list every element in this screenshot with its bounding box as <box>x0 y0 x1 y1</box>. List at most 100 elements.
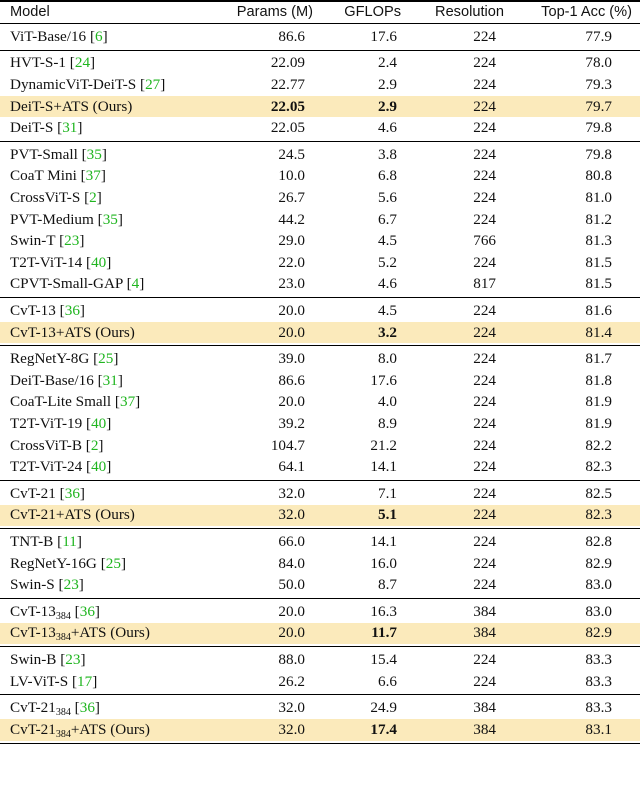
model-name: CoaT-Lite Small <box>10 393 112 411</box>
citation-link: 40 <box>91 414 107 432</box>
resolution-cell: 224 <box>473 506 496 524</box>
results-table: Model Params (M) GFLOPs Resolution Top-1… <box>0 0 640 744</box>
gflops-cell: 5.2 <box>378 253 397 271</box>
top1-cell: 82.3 <box>585 458 612 476</box>
params-cell: 39.2 <box>278 414 305 432</box>
table-row: CvT-21+ATS (Ours) 32.0 5.1 224 82.3 <box>0 504 640 527</box>
gflops-cell: 4.0 <box>378 393 397 411</box>
top1-cell: 82.9 <box>585 624 612 642</box>
resolution-cell: 224 <box>473 458 496 476</box>
table-row: PVT-Small [35] 24.5 3.8 224 79.8 <box>0 144 640 166</box>
gflops-cell: 5.1 <box>378 506 397 524</box>
resolution-cell: 224 <box>473 484 496 502</box>
gflops-cell: 6.8 <box>378 167 397 185</box>
citation-link: 4 <box>131 275 140 293</box>
top1-cell: 77.9 <box>585 27 612 45</box>
model-resolution-subscript: 384 <box>55 610 71 622</box>
params-cell: 20.0 <box>278 393 305 411</box>
params-cell: 20.0 <box>278 302 305 320</box>
top1-cell: 81.0 <box>585 189 612 207</box>
params-cell: 104.7 <box>270 436 305 454</box>
row-group: HVT-S-1 [24] 22.09 2.4 224 78.0 DynamicViT-De… <box>0 51 640 143</box>
model-cell: LV-ViT-S [17] <box>10 672 98 690</box>
params-cell: 88.0 <box>278 650 305 668</box>
citation-link: 23 <box>63 576 79 594</box>
gflops-cell: 2.9 <box>378 76 397 94</box>
model-name: TNT-B <box>10 532 54 550</box>
citation-link: 24 <box>74 54 91 72</box>
model-name: T2T-ViT-24 <box>10 458 83 476</box>
model-name: T2T-ViT-19 <box>10 414 83 432</box>
row-group: CvT-21 [36] 32.0 7.1 224 82.5 CvT-21+ATS (Our… <box>0 481 640 530</box>
table-row: CvT-13384+ATS (Ours) 20.0 11.7 384 82.9 <box>0 622 640 645</box>
params-cell: 10.0 <box>278 167 305 185</box>
gflops-cell: 3.8 <box>378 145 397 163</box>
params-cell: 32.0 <box>278 720 305 738</box>
model-name: CvT-21 <box>10 484 56 502</box>
header-model: Model <box>10 4 50 21</box>
table-row: CvT-13 [36] 20.0 4.5 224 81.6 <box>0 300 640 322</box>
citation-link: 36 <box>64 484 80 502</box>
top1-cell: 82.2 <box>585 436 612 454</box>
top1-cell: 81.4 <box>585 323 612 341</box>
top1-cell: 82.8 <box>585 532 612 550</box>
model-cell: CvT-21384 [36] <box>10 699 100 719</box>
model-cell: Swin-S [23] <box>10 576 84 594</box>
top1-cell: 82.3 <box>585 506 612 524</box>
row-group: PVT-Small [35] 24.5 3.8 224 79.8 CoaT Mini [3… <box>0 142 640 299</box>
model-name: CrossViT-S <box>10 189 81 207</box>
header-gflops: GFLOPs <box>344 4 401 21</box>
gflops-cell: 21.2 <box>370 436 397 454</box>
params-cell: 26.2 <box>278 672 305 690</box>
resolution-cell: 224 <box>473 97 496 115</box>
params-cell: 50.0 <box>278 576 305 594</box>
gflops-cell: 16.3 <box>370 602 397 620</box>
top1-cell: 79.3 <box>585 76 612 94</box>
params-cell: 26.7 <box>278 189 305 207</box>
model-cell: CoaT Mini [37] <box>10 167 106 185</box>
top1-cell: 81.9 <box>585 414 612 432</box>
model-cell: RegNetY-16G [25] <box>10 554 126 572</box>
resolution-cell: 224 <box>473 650 496 668</box>
resolution-cell: 224 <box>473 167 496 185</box>
model-name: CvT-21 <box>10 720 56 738</box>
citation-link: 36 <box>64 302 80 320</box>
model-name: T2T-ViT-14 <box>10 253 83 271</box>
citation-link: 25 <box>98 350 114 368</box>
citation-link: 40 <box>91 253 107 271</box>
params-cell: 64.1 <box>278 458 305 476</box>
gflops-cell: 2.4 <box>378 54 397 72</box>
citation-link: 2 <box>90 436 99 454</box>
model-suffix: +ATS (Ours) <box>70 720 150 738</box>
params-cell: 22.0 <box>278 253 305 271</box>
gflops-cell: 11.7 <box>371 624 397 642</box>
row-group: CvT-13 [36] 20.0 4.5 224 81.6 CvT-13+ATS (Our… <box>0 298 640 347</box>
model-cell: CPVT-Small-GAP [4] <box>10 275 145 293</box>
model-cell: CrossViT-B [2] <box>10 436 104 454</box>
citation-link: 31 <box>102 371 118 389</box>
resolution-cell: 224 <box>473 672 496 690</box>
params-cell: 23.0 <box>278 275 305 293</box>
resolution-cell: 224 <box>473 119 496 137</box>
top1-cell: 81.5 <box>585 275 612 293</box>
model-name: CvT-21 <box>10 699 56 717</box>
model-name: Swin-B <box>10 650 57 668</box>
resolution-cell: 224 <box>473 54 496 72</box>
table-row: CPVT-Small-GAP [4] 23.0 4.6 817 81.5 <box>0 274 640 296</box>
gflops-cell: 8.0 <box>378 350 397 368</box>
resolution-cell: 384 <box>473 602 496 620</box>
citation-link: 25 <box>105 554 121 572</box>
model-name: PVT-Medium <box>10 210 94 228</box>
params-cell: 29.0 <box>278 232 305 250</box>
params-cell: 32.0 <box>278 699 305 717</box>
table-row: T2T-ViT-14 [40] 22.0 5.2 224 81.5 <box>0 252 640 274</box>
citation-link: 11 <box>62 532 77 550</box>
citation-link: 36 <box>79 602 95 620</box>
citation-link: 37 <box>119 393 136 411</box>
model-cell: DeiT-S [31] <box>10 119 83 137</box>
top1-cell: 83.3 <box>585 650 612 668</box>
top1-cell: 81.5 <box>585 253 612 271</box>
params-cell: 86.6 <box>278 371 305 389</box>
table-row: CrossViT-B [2] 104.7 21.2 224 82.2 <box>0 435 640 457</box>
params-cell: 22.09 <box>270 54 305 72</box>
